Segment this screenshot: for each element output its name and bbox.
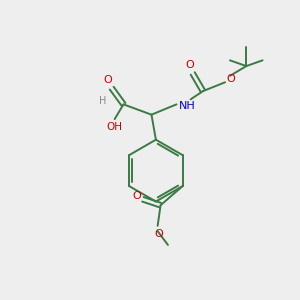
- Text: O: O: [104, 75, 112, 85]
- Text: OH: OH: [106, 122, 122, 132]
- Text: O: O: [226, 74, 235, 84]
- Text: H: H: [99, 96, 106, 106]
- Text: O: O: [185, 60, 194, 70]
- Text: O: O: [154, 229, 163, 239]
- Text: O: O: [132, 191, 141, 201]
- Text: NH: NH: [178, 101, 195, 111]
